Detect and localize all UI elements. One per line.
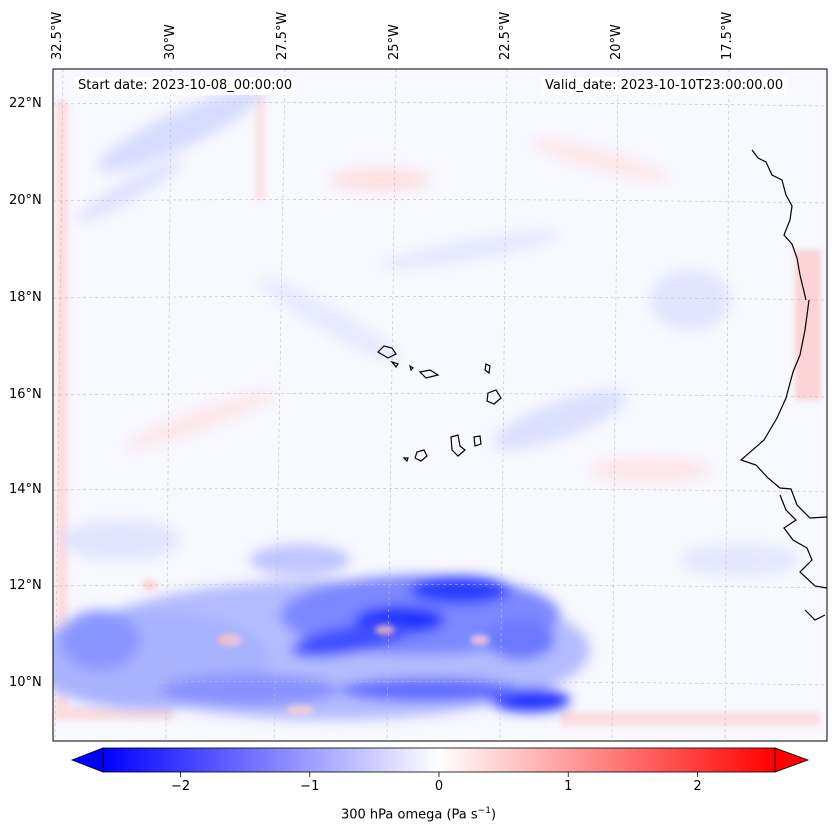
valid-date-label: Valid_date: 2023-10-10T23:00:00.00 xyxy=(541,77,788,95)
lon-label: 17.5°W xyxy=(720,11,735,60)
lon-label: 32.5°W xyxy=(50,11,65,60)
colorbar-tick-label: 1 xyxy=(564,779,573,794)
colorbar-tick-label: −2 xyxy=(170,779,191,794)
lat-label: 16°N xyxy=(9,387,42,402)
lat-label: 14°N xyxy=(9,482,42,497)
colorbar-tick-label: 2 xyxy=(693,779,702,794)
colorbar-label-text: 300 hPa omega (Pa s xyxy=(340,807,478,823)
start-date-label: Start date: 2023-10-08_00:00:00 xyxy=(74,77,297,95)
cape-verde-islands xyxy=(377,345,502,463)
gridlines xyxy=(53,69,827,741)
colorbar-label-close: ) xyxy=(490,807,497,823)
lon-label: 20°W xyxy=(609,24,624,60)
africa-coastline xyxy=(739,299,827,621)
lat-label: 20°N xyxy=(9,193,42,208)
lon-label: 27.5°W xyxy=(275,11,290,60)
map-frame xyxy=(52,68,828,742)
lon-label: 25°W xyxy=(387,24,402,60)
colorbar-label-exponent: −1 xyxy=(477,806,491,816)
colorbar-tick-label: −1 xyxy=(300,779,320,794)
omega-field xyxy=(53,69,827,741)
lat-label: 18°N xyxy=(9,290,42,305)
coastlines xyxy=(377,149,827,621)
lat-label: 10°N xyxy=(9,675,42,690)
colorbar-tick-label: 0 xyxy=(434,779,444,794)
lon-label: 22.5°W xyxy=(498,11,513,60)
colorbar xyxy=(70,747,810,777)
colorbar-label: 300 hPa omega (Pa s−1) xyxy=(0,806,837,822)
lon-label: 30°W xyxy=(163,24,178,60)
lat-label: 22°N xyxy=(9,96,42,111)
lat-label: 12°N xyxy=(9,578,42,593)
